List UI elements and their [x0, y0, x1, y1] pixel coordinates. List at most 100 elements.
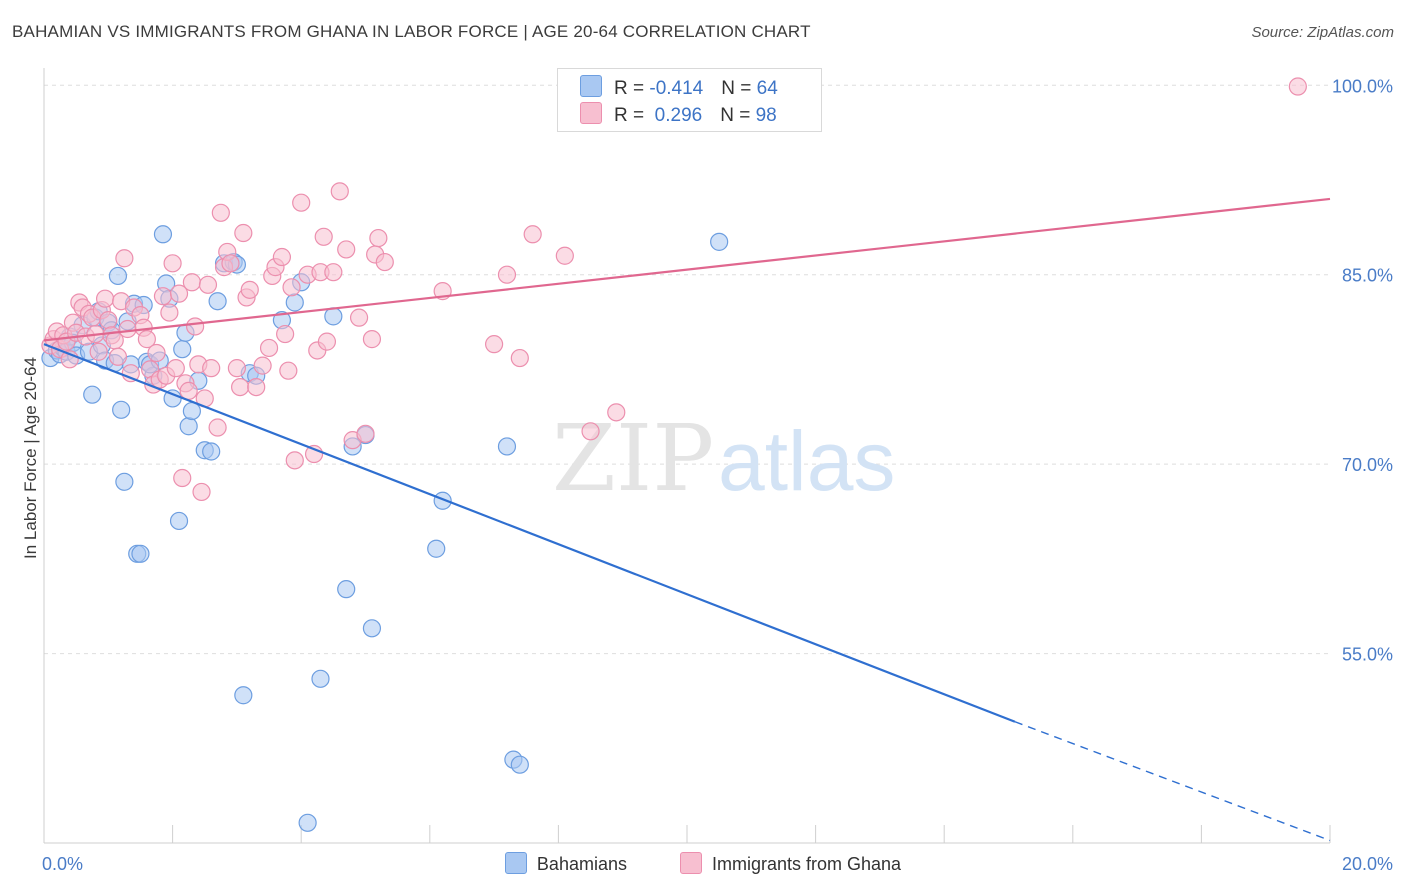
- legend-item-ghana[interactable]: Immigrants from Ghana: [680, 852, 901, 875]
- trend-lines: [43, 197, 1331, 842]
- point-ghana: [349, 308, 369, 327]
- watermark: ZIP atlas: [552, 405, 895, 512]
- point-ghana: [89, 342, 108, 361]
- point-ghana: [285, 451, 304, 470]
- point-ghana: [259, 338, 279, 358]
- point-bahamians: [153, 225, 173, 244]
- trend-line-ghana: [43, 197, 1331, 342]
- point-ghana: [202, 359, 221, 378]
- point-ghana: [192, 482, 211, 502]
- point-bahamians: [362, 619, 382, 638]
- y-axis-label: In Labor Force | Age 20-64: [21, 357, 40, 559]
- point-ghana: [555, 246, 574, 265]
- point-ghana: [279, 361, 298, 380]
- point-bahamians: [234, 686, 253, 705]
- point-ghana: [153, 287, 173, 306]
- point-bahamians: [311, 669, 330, 688]
- tick-labels: 100.0% 85.0% 70.0% 55.0% 0.0% 20.0%: [42, 76, 1393, 874]
- point-bahamians: [202, 442, 221, 461]
- swatch-bahamians: [580, 75, 602, 97]
- stats-row-bahamians: R = -0.414 N = 64: [580, 75, 778, 99]
- source-label: Source: ZipAtlas.com: [1251, 24, 1394, 41]
- point-ghana: [231, 377, 250, 397]
- point-bahamians: [112, 400, 131, 419]
- point-ghana: [166, 359, 185, 378]
- point-bahamians: [710, 232, 729, 251]
- point-ghana: [208, 418, 227, 437]
- point-bahamians: [337, 580, 356, 599]
- point-ghana: [497, 265, 517, 284]
- r-label: R =: [614, 78, 650, 99]
- point-ghana: [314, 227, 333, 246]
- point-bahamians: [131, 544, 150, 563]
- point-ghana: [485, 335, 504, 354]
- point-ghana: [510, 348, 529, 368]
- point-ghana: [211, 203, 230, 222]
- point-ghana: [607, 403, 626, 422]
- x-tick-label: 0.0%: [42, 854, 83, 874]
- point-bahamians: [83, 385, 102, 404]
- point-ghana: [108, 347, 128, 366]
- point-ghana: [282, 278, 301, 297]
- point-ghana: [337, 240, 356, 259]
- point-ghana: [247, 377, 266, 397]
- legend-swatch-ghana: [680, 852, 702, 874]
- point-ghana: [324, 263, 343, 282]
- point-bahamians: [169, 511, 189, 531]
- x-tick-label: 20.0%: [1342, 854, 1393, 874]
- point-ghana: [115, 249, 134, 268]
- point-ghana: [147, 343, 166, 363]
- point-ghana: [523, 225, 542, 244]
- r-label: R =: [614, 105, 650, 126]
- point-ghana: [330, 182, 349, 201]
- y-tick-label: 55.0%: [1342, 645, 1393, 665]
- point-ghana: [356, 424, 375, 443]
- point-bahamians: [497, 437, 517, 456]
- point-ghana: [581, 422, 600, 441]
- point-ghana: [118, 319, 137, 339]
- data-points: [41, 77, 1307, 832]
- point-ghana: [240, 280, 259, 299]
- point-ghana: [253, 356, 272, 375]
- stats-legend: R = -0.414 N = 64 R = 0.296 N = 98: [557, 68, 822, 132]
- point-bahamians: [208, 292, 227, 311]
- point-bahamians: [173, 340, 192, 359]
- point-bahamians: [324, 307, 343, 326]
- n-value: 98: [755, 105, 777, 126]
- n-label: N =: [720, 105, 756, 126]
- point-bahamians: [510, 755, 529, 774]
- point-ghana: [121, 364, 140, 383]
- chart-title: BAHAMIAN VS IMMIGRANTS FROM GHANA IN LAB…: [12, 22, 811, 41]
- legend-label-ghana: Immigrants from Ghana: [712, 854, 902, 874]
- n-label: N =: [721, 78, 757, 99]
- point-ghana: [198, 275, 218, 294]
- trend-line-bahamians: [43, 343, 1016, 723]
- legend-label-bahamians: Bahamians: [536, 854, 627, 874]
- point-ghana: [160, 303, 179, 322]
- legend-swatch-bahamians: [504, 852, 527, 874]
- series-legend: Bahamians Immigrants from Ghana: [0, 852, 1406, 875]
- point-bahamians: [115, 472, 134, 491]
- point-ghana: [137, 330, 156, 349]
- y-tick-label: 70.0%: [1342, 455, 1393, 475]
- r-value: -0.414: [649, 78, 704, 99]
- point-ghana: [182, 273, 201, 292]
- r-value: 0.296: [649, 105, 703, 126]
- point-ghana: [272, 247, 292, 267]
- point-bahamians: [108, 266, 128, 286]
- point-ghana: [173, 468, 192, 488]
- point-ghana: [221, 254, 240, 273]
- point-bahamians: [179, 417, 198, 436]
- swatch-ghana: [580, 102, 602, 124]
- point-ghana: [186, 317, 205, 336]
- point-ghana: [276, 324, 295, 344]
- point-ghana: [362, 330, 382, 349]
- point-bahamians: [298, 813, 317, 832]
- point-ghana: [179, 381, 198, 400]
- legend-item-bahamians[interactable]: Bahamians: [504, 852, 627, 875]
- n-value: 64: [756, 78, 778, 99]
- point-ghana: [227, 359, 246, 378]
- watermark-zip: ZIP: [552, 405, 714, 512]
- point-ghana: [163, 254, 182, 273]
- point-ghana: [1288, 77, 1307, 96]
